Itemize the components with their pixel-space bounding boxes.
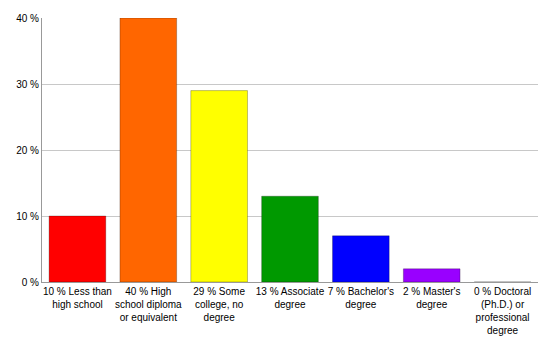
svg-text:13 % Associatedegree: 13 % Associatedegree [256, 286, 325, 310]
svg-text:20 %: 20 % [16, 145, 39, 156]
svg-text:29 % Somecollege, nodegree: 29 % Somecollege, nodegree [193, 286, 245, 323]
svg-text:40 % Highschool diplomaor equi: 40 % Highschool diplomaor equivalent [115, 286, 182, 323]
svg-text:7 % Bachelor'sdegree: 7 % Bachelor'sdegree [328, 286, 394, 310]
svg-text:2 % Master'sdegree: 2 % Master'sdegree [403, 286, 460, 310]
svg-text:0 %: 0 % [22, 277, 39, 288]
svg-text:30 %: 30 % [16, 79, 39, 90]
svg-text:10 %: 10 % [16, 211, 39, 222]
svg-text:0 % Doctoral(Ph.D.) orprofessi: 0 % Doctoral(Ph.D.) orprofessionaldegree [474, 286, 531, 336]
svg-text:40 %: 40 % [16, 13, 39, 24]
svg-text:10 % Less thanhigh school: 10 % Less thanhigh school [43, 286, 112, 310]
